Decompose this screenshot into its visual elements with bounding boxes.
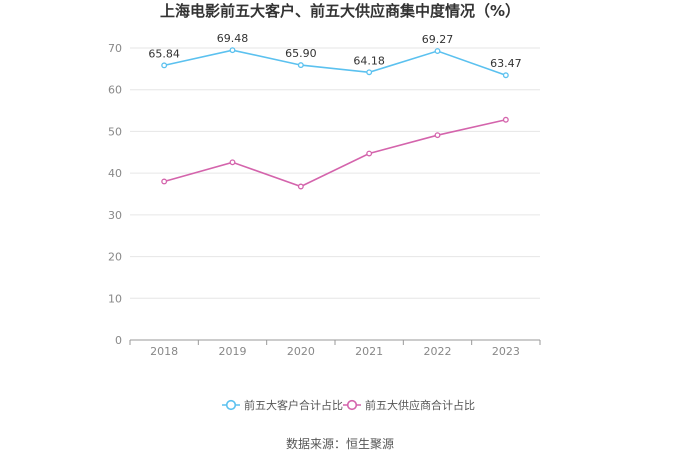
x-axis: 2018 2019 2020 2021 2022 2023 [129,339,541,358]
x-tick-label: 2019 [219,345,247,358]
legend-label: 前五大客户合计占比 [244,398,343,412]
x-tick-label: 2018 [150,345,178,358]
data-label: 64.18 [353,54,385,67]
data-point[interactable] [161,178,168,185]
y-axis: 0 10 20 30 40 50 60 70 [108,42,122,347]
data-point[interactable] [229,159,236,166]
data-source-note: 数据来源：恒生聚源 [286,436,394,451]
data-point[interactable] [502,72,509,79]
legend-item[interactable]: 前五大供应商合计占比 [343,398,475,412]
y-tick-label: 20 [108,251,122,264]
x-tick-label: 2022 [424,345,452,358]
data-label: 69.48 [217,32,249,45]
data-label: 65.84 [148,47,180,60]
data-point[interactable] [434,132,441,139]
y-tick-label: 50 [108,125,122,138]
data-point[interactable] [366,150,373,157]
data-point[interactable] [366,69,373,76]
data-point[interactable] [161,62,168,69]
x-tick-label: 2020 [287,345,315,358]
series-line [163,118,507,188]
y-tick-label: 30 [108,209,122,222]
data-label: 69.27 [422,33,454,46]
y-tick-label: 10 [108,292,122,305]
data-label: 63.47 [490,57,522,70]
x-tick-label: 2021 [355,345,383,358]
x-tick-label: 2023 [492,345,520,358]
data-point[interactable] [229,47,236,54]
legend-label: 前五大供应商合计占比 [365,398,475,412]
y-tick-label: 40 [108,167,122,180]
y-tick-label: 70 [108,42,122,55]
legend[interactable]: 前五大客户合计占比 前五大供应商合计占比 [222,398,475,412]
series-line [163,49,507,76]
grid-lines [130,47,540,299]
legend-marker-swatch [225,399,237,411]
data-point[interactable] [297,183,304,190]
y-tick-label: 60 [108,84,122,97]
data-point[interactable] [434,48,441,54]
legend-item[interactable]: 前五大客户合计占比 [222,398,343,412]
data-label: 65.90 [285,47,317,60]
legend-marker-swatch [346,399,358,411]
data-point[interactable] [297,62,304,69]
data-point[interactable] [502,116,509,123]
chart-title: 上海电影前五大客户、前五大供应商集中度情况（%） [160,2,520,20]
series-group: 65.84 69.48 65.90 64.18 69.27 63.47 [148,32,522,190]
y-tick-label: 0 [115,334,122,347]
